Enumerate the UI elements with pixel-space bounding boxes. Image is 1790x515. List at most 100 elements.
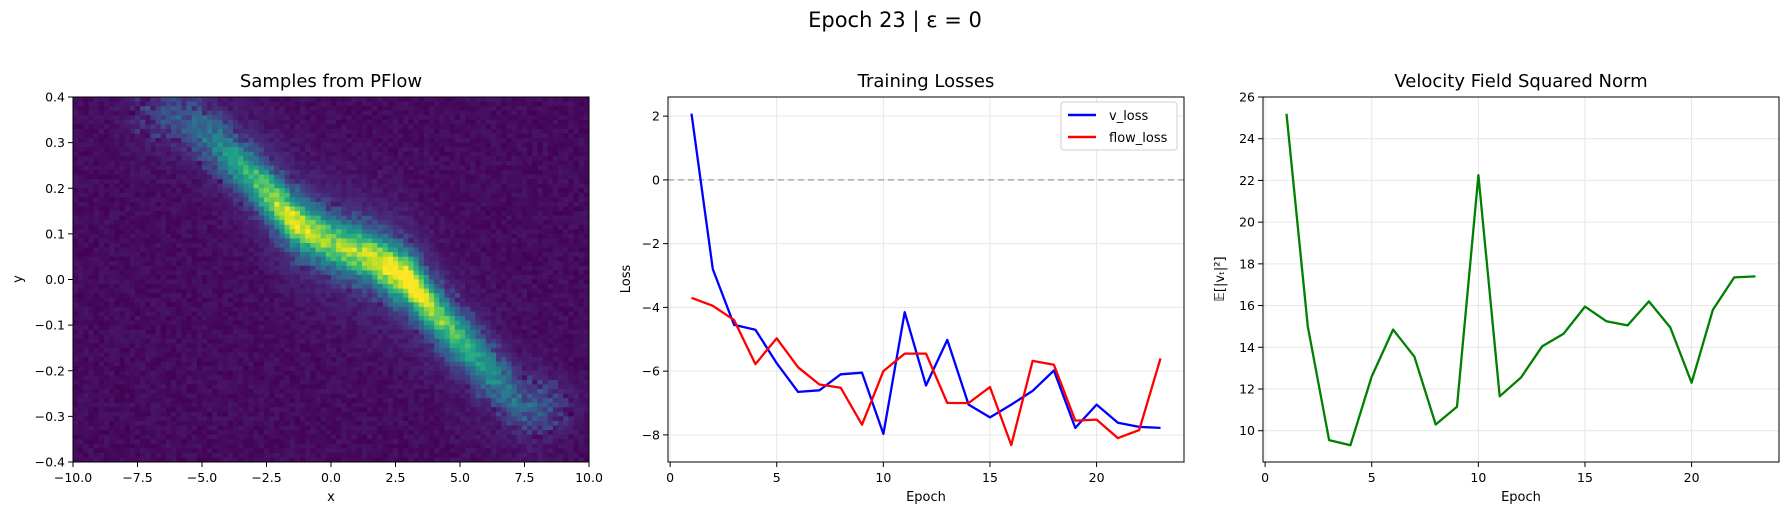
heatmap-cell xyxy=(336,261,342,267)
heatmap-cell xyxy=(263,407,270,413)
heatmap-cell xyxy=(253,201,260,207)
heatmap-cell xyxy=(289,270,296,276)
heatmap-cell xyxy=(346,375,353,381)
heatmap-cell xyxy=(382,370,389,376)
heatmap-cell xyxy=(387,110,394,116)
heatmap-cell xyxy=(258,147,265,153)
heatmap-cell xyxy=(320,334,327,340)
heatmap-cell xyxy=(382,430,389,436)
heatmap-cell xyxy=(346,106,353,112)
heatmap-cell xyxy=(88,366,95,372)
heatmap-cell xyxy=(181,270,187,276)
heatmap-cell xyxy=(140,101,146,107)
heatmap-cell xyxy=(202,357,208,363)
heatmap-cell xyxy=(300,452,306,458)
heatmap-cell xyxy=(263,224,270,230)
heatmap-cell xyxy=(372,265,378,271)
heatmap-cell xyxy=(114,179,120,185)
heatmap-cell xyxy=(78,297,84,303)
heatmap-cell xyxy=(300,293,306,299)
heatmap-cell xyxy=(238,215,244,221)
heatmap-cell xyxy=(207,443,213,449)
heatmap-cell xyxy=(73,288,79,294)
heatmap-cell xyxy=(171,366,177,372)
heatmap-cell xyxy=(300,147,306,153)
heatmap-cell xyxy=(176,261,182,267)
heatmap-cell xyxy=(248,147,254,153)
heatmap-cell xyxy=(207,434,213,440)
heatmap-cell xyxy=(279,338,285,344)
heatmap-cell xyxy=(227,393,234,399)
heatmap-cell xyxy=(263,256,270,262)
heatmap-cell xyxy=(181,188,187,194)
heatmap-cell xyxy=(181,443,187,449)
heatmap-cell xyxy=(98,293,105,299)
heatmap-cell xyxy=(196,256,203,262)
heatmap-cell xyxy=(181,197,187,203)
heatmap-cell xyxy=(202,452,208,458)
heatmap-cell xyxy=(315,243,322,248)
heatmap-cell xyxy=(181,115,187,121)
heatmap-cell xyxy=(238,138,244,144)
heatmap-cell xyxy=(392,238,399,244)
heatmap-cell xyxy=(367,384,373,390)
heatmap-cell xyxy=(238,188,244,194)
heatmap-cell xyxy=(73,361,79,367)
heatmap-cell xyxy=(351,352,358,358)
heatmap-cell xyxy=(325,97,332,102)
heatmap-cell xyxy=(372,124,378,130)
heatmap-cell xyxy=(351,284,358,290)
heatmap-cell xyxy=(93,325,100,331)
heatmap-cell xyxy=(377,151,383,157)
heatmap-cell xyxy=(98,370,105,376)
heatmap-cell xyxy=(145,119,151,125)
heatmap-cell xyxy=(145,366,151,372)
heatmap-cell xyxy=(263,160,270,166)
heatmap-cell xyxy=(356,233,363,239)
heatmap-cell xyxy=(269,138,275,144)
heatmap-cell xyxy=(217,160,224,166)
heatmap-cell xyxy=(176,448,182,454)
heatmap-cell xyxy=(119,97,125,102)
heatmap-cell xyxy=(124,106,131,112)
heatmap-cell xyxy=(294,215,301,221)
heatmap-cell xyxy=(331,151,337,157)
heatmap-cell xyxy=(150,334,156,340)
heatmap-cell xyxy=(196,211,203,217)
heatmap-cell xyxy=(325,206,332,212)
heatmap-cell xyxy=(253,430,260,436)
heatmap-cell xyxy=(387,393,394,399)
heatmap-cell xyxy=(341,233,347,239)
heatmap-cell xyxy=(98,398,105,404)
heatmap-cell xyxy=(217,243,224,248)
heatmap-cell xyxy=(227,448,234,454)
heatmap-cell xyxy=(300,106,306,112)
heatmap-cell xyxy=(310,151,316,157)
heatmap-cell xyxy=(73,224,79,230)
heatmap-cell xyxy=(274,279,280,285)
heatmap-cell xyxy=(258,352,265,358)
heatmap-cell xyxy=(165,201,172,207)
heatmap-cell xyxy=(212,297,218,303)
heatmap-cell xyxy=(382,379,389,385)
heatmap-cell xyxy=(274,261,280,267)
heatmap-cell xyxy=(294,238,301,244)
heatmap-cell xyxy=(289,448,296,454)
heatmap-cell xyxy=(191,452,198,458)
heatmap-cell xyxy=(202,293,208,299)
heatmap-cell xyxy=(341,311,347,317)
heatmap-cell xyxy=(387,279,394,285)
heatmap-cell xyxy=(145,425,151,431)
heatmap-cell xyxy=(274,265,280,271)
heatmap-cell xyxy=(83,425,89,431)
heatmap-cell xyxy=(103,147,110,153)
heatmap-cell xyxy=(238,174,244,180)
heatmap-cell xyxy=(253,206,260,212)
heatmap-cell xyxy=(186,343,193,349)
heatmap-cell xyxy=(196,297,203,303)
heatmap-cell xyxy=(150,434,156,440)
heatmap-cell xyxy=(331,197,337,203)
heatmap-cell xyxy=(134,338,141,344)
heatmap-cell xyxy=(377,425,383,431)
heatmap-cell xyxy=(263,439,270,445)
